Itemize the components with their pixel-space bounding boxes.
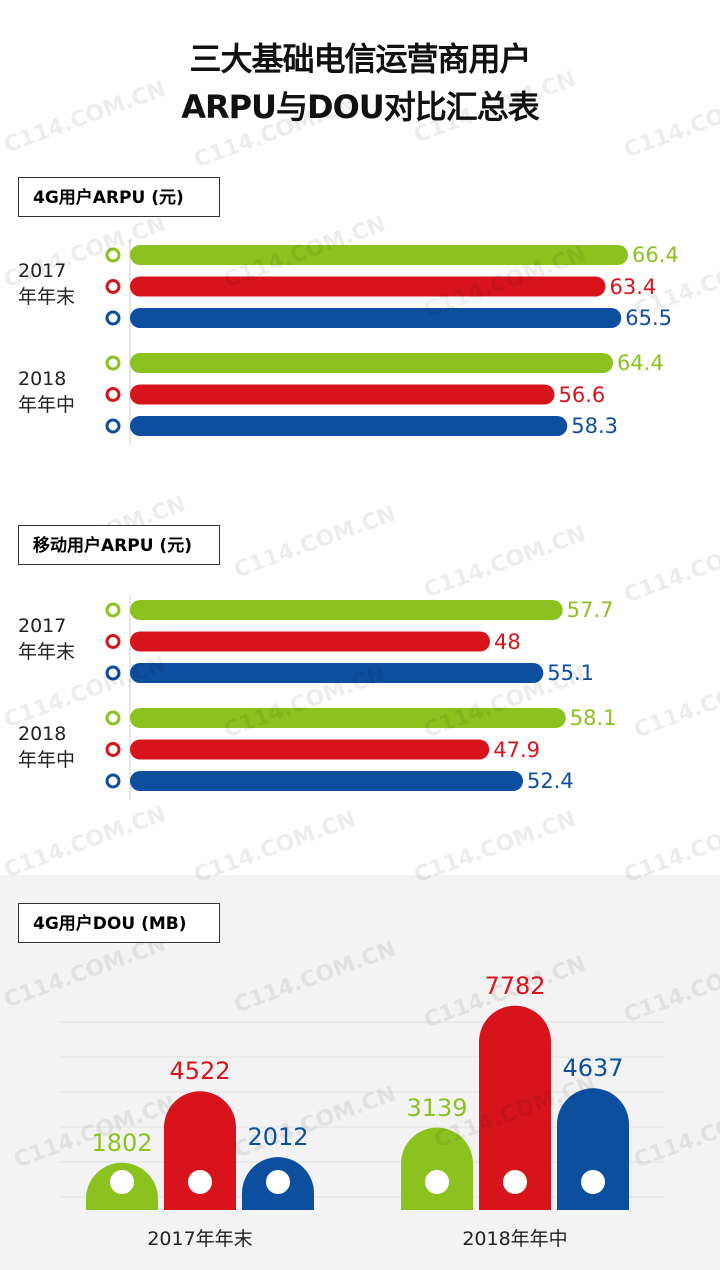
operator-icon: [105, 773, 121, 789]
bar: [130, 353, 613, 373]
category-label: 2018年年中: [18, 368, 76, 416]
category-label: 2017年年末: [147, 1228, 253, 1250]
operator-icon: [188, 1170, 212, 1194]
section-label: 4G用户DOU (MB): [18, 903, 220, 943]
operator-icon: [105, 665, 121, 681]
operator-icon: [105, 710, 121, 726]
value-label: 63.4: [609, 274, 657, 299]
value-label: 1802: [91, 1128, 153, 1157]
value-label: 47.9: [493, 737, 541, 762]
title-line: 三大基础电信运营商用户: [189, 40, 531, 78]
bar: [130, 384, 555, 405]
operator-icon: [105, 387, 121, 402]
bar: [130, 708, 566, 728]
category-label: 2018年年中: [462, 1228, 568, 1250]
value-label: 4522: [169, 1057, 231, 1086]
value-label: 56.6: [558, 382, 606, 407]
operator-icon: [105, 310, 121, 326]
section-label: 移动用户ARPU (元): [18, 525, 220, 565]
operator-icon: [105, 247, 121, 263]
bar: [130, 739, 490, 760]
operator-icon: [105, 742, 121, 757]
value-label: 55.1: [547, 661, 595, 685]
value-label: 52.4: [527, 769, 574, 793]
operator-icon: [110, 1170, 134, 1194]
column: [479, 1005, 551, 1210]
category-label: 2018年年中: [18, 723, 76, 771]
bar: [130, 308, 622, 328]
operator-icon: [425, 1170, 449, 1194]
bar: [130, 631, 490, 652]
operator-icon: [503, 1170, 527, 1194]
bar: [130, 600, 563, 620]
value-label: 58.1: [569, 706, 617, 730]
value-label: 65.5: [625, 306, 673, 330]
value-label: 66.4: [632, 243, 679, 267]
value-label: 4637: [562, 1054, 624, 1083]
bar: [130, 276, 606, 297]
category-label: 2017年年末: [18, 260, 76, 308]
bar: [130, 663, 544, 683]
value-label: 3139: [406, 1093, 468, 1122]
value-label: 7782: [484, 971, 546, 1000]
operator-icon: [105, 279, 121, 294]
category-label: 2017年年末: [18, 615, 76, 663]
operator-icon: [105, 418, 121, 434]
bar: [130, 416, 568, 436]
value-label: 58.3: [571, 414, 619, 438]
title-line: ARPU与DOU对比汇总表: [181, 88, 540, 126]
column: [401, 1127, 473, 1210]
section-label: 4G用户ARPU (元): [18, 177, 220, 217]
value-label: 64.4: [617, 351, 664, 375]
value-label: 48: [494, 629, 521, 654]
column: [557, 1088, 629, 1210]
operator-icon: [105, 355, 121, 371]
operator-icon: [105, 602, 121, 618]
operator-icon: [581, 1170, 605, 1194]
column: [164, 1091, 236, 1210]
value-label: 57.7: [566, 598, 614, 622]
bar: [130, 771, 523, 791]
operator-icon: [266, 1170, 290, 1194]
value-label: 2012: [247, 1123, 309, 1152]
bar: [130, 245, 628, 265]
operator-icon: [105, 634, 121, 649]
